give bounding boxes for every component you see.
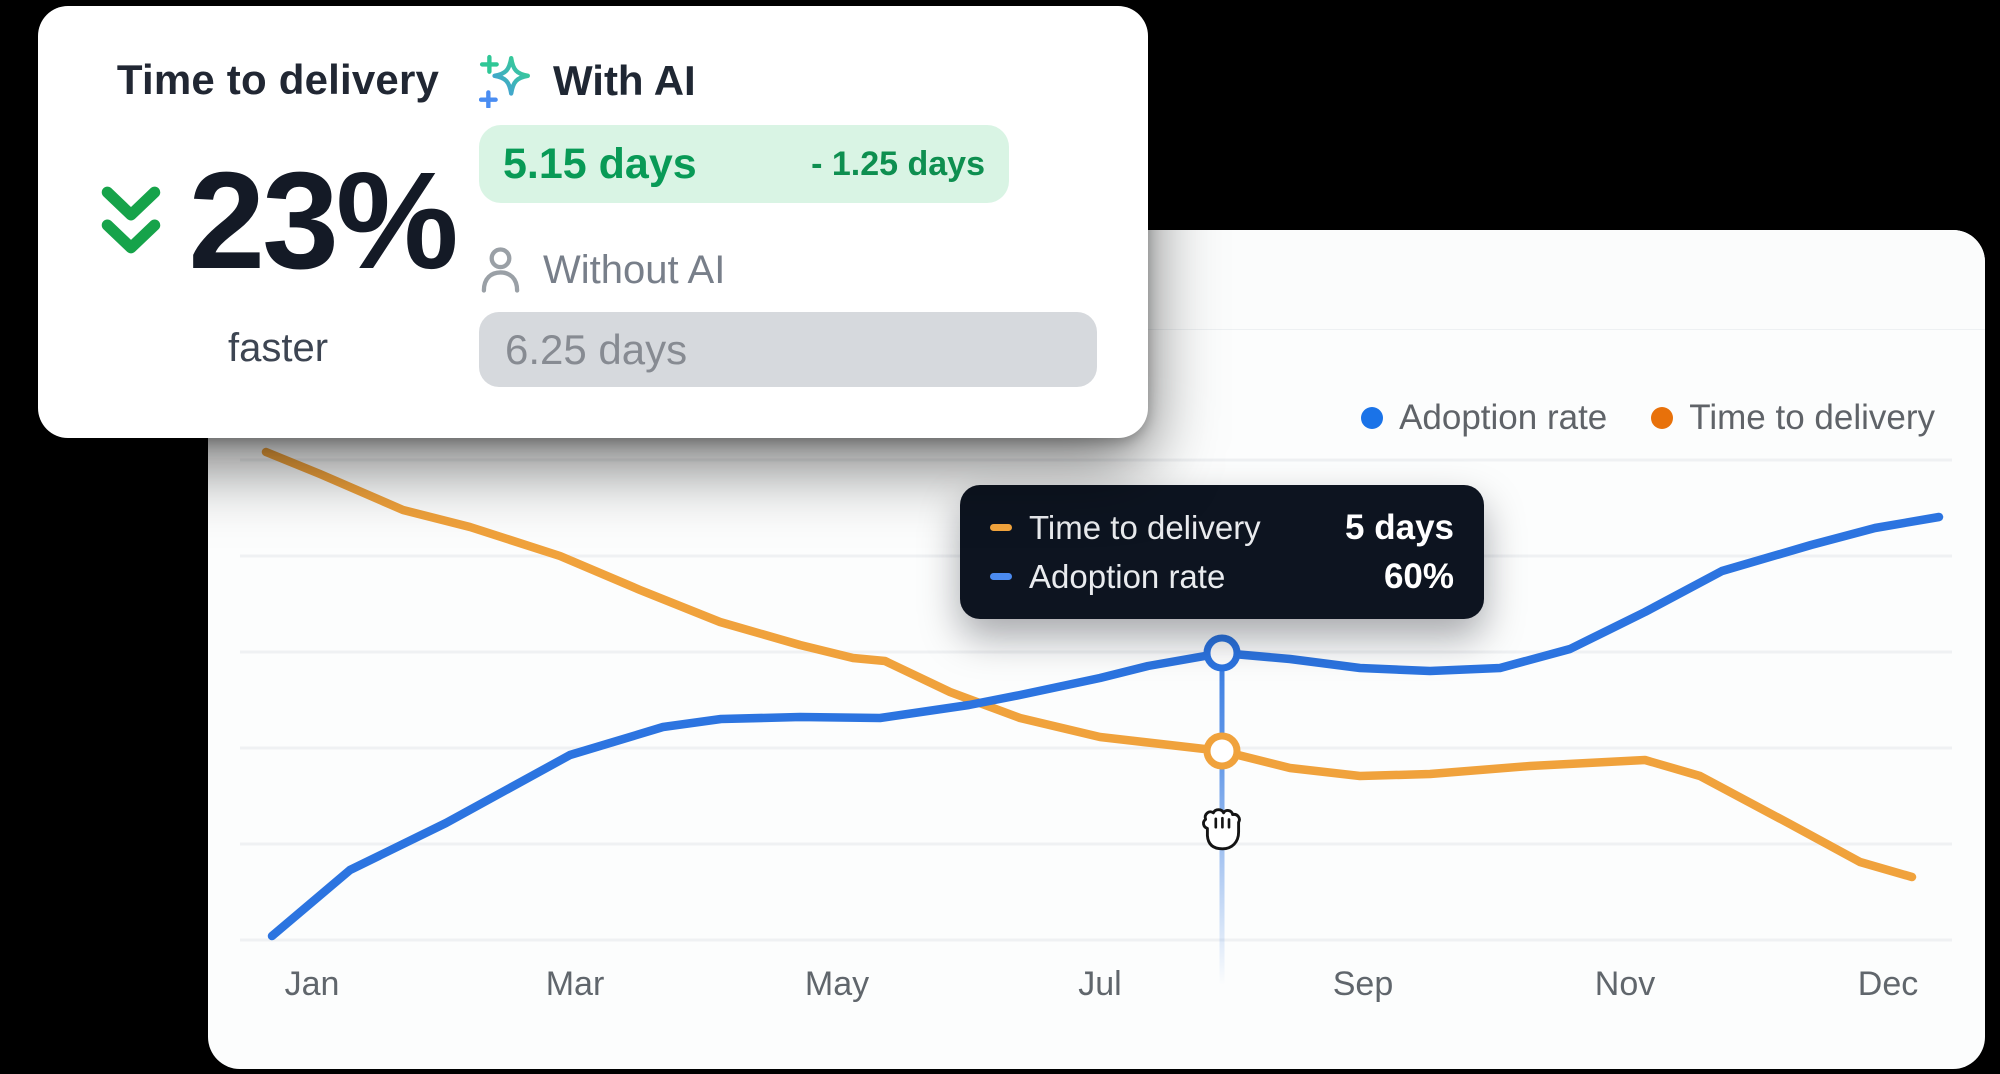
grabbing-hand-cursor-icon (1196, 808, 1250, 861)
with-ai-delta: - 1.25 days (811, 144, 985, 183)
tooltip-series-dash-icon (990, 524, 1012, 531)
legend-item-adoption-rate[interactable]: Adoption rate (1361, 398, 1607, 438)
stat-title: Time to delivery (116, 56, 440, 103)
tooltip-value: 5 days (1345, 507, 1454, 547)
line-chart-plot[interactable] (208, 230, 1985, 1069)
with-ai-value: 5.15 days (503, 139, 697, 188)
tooltip-value: 60% (1383, 556, 1454, 596)
series-lines (261, 447, 1944, 941)
x-axis-label-dec: Dec (1857, 965, 1919, 1003)
series-line-adoption-rate[interactable] (267, 512, 1944, 941)
ai-comparison: With AI 5.15 days - 1.25 days Without AI… (479, 6, 1109, 387)
tooltip-label: Time to delivery (1029, 508, 1261, 546)
x-axis-label-jan: Jan (284, 965, 340, 1003)
double-chevron-down-icon (102, 186, 161, 254)
x-axis-label-may: May (804, 965, 870, 1003)
x-axis-label-sep: Sep (1332, 965, 1394, 1003)
x-axis-label-nov: Nov (1594, 965, 1656, 1003)
x-axis: Jan Mar May Jul Sep Nov Dec (208, 965, 1985, 1015)
gridlines (240, 458, 1952, 942)
without-ai-label: Without AI (543, 247, 726, 292)
without-ai-value: 6.25 days (505, 325, 688, 373)
chart-tooltip: Time to delivery 5 days Adoption rate 60% (960, 485, 1484, 619)
legend-dot-icon (1361, 407, 1384, 429)
legend-label: Adoption rate (1399, 398, 1608, 437)
person-icon (481, 247, 520, 293)
chart-legend: Adoption rate Time to delivery (1361, 398, 1935, 438)
tooltip-series-dash-icon (990, 573, 1012, 580)
tooltip-label: Adoption rate (1029, 557, 1226, 595)
x-axis-label-mar: Mar (545, 965, 605, 1003)
with-ai-pill: 5.15 days - 1.25 days (479, 125, 1009, 203)
legend-item-time-to-delivery[interactable]: Time to delivery (1651, 398, 1935, 438)
stat-value: 23% (188, 144, 458, 298)
active-marker-adoption-rate[interactable] (1203, 634, 1241, 672)
stat-card: Time to delivery 23% faster (38, 6, 1148, 438)
tooltip-row-time-to-delivery: Time to delivery 5 days (990, 508, 1454, 548)
tooltip-row-adoption-rate: Adoption rate 60% (990, 557, 1454, 597)
ai-sparkle-icon (479, 54, 530, 108)
with-ai-label: With AI (553, 57, 696, 104)
stat-summary: Time to delivery 23% faster (78, 6, 478, 438)
stat-suffix: faster (227, 326, 329, 370)
without-ai-pill: 6.25 days (479, 312, 1097, 387)
legend-dot-icon (1651, 407, 1674, 429)
x-axis-label-jul: Jul (1078, 965, 1122, 1003)
active-marker-time-to-delivery[interactable] (1203, 732, 1241, 770)
legend-label: Time to delivery (1689, 398, 1935, 437)
